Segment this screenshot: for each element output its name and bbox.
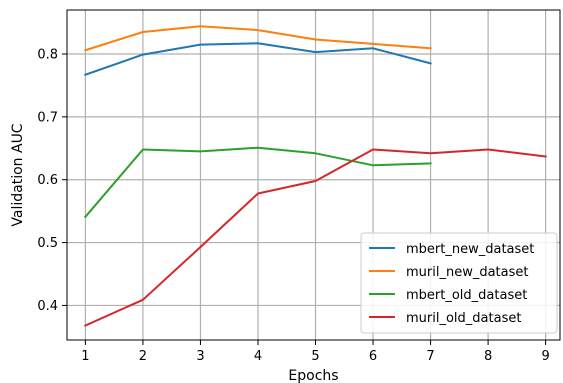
legend-label: muril_new_dataset xyxy=(406,265,529,280)
series-line-muril-new-dataset xyxy=(84,25,432,52)
x-tick-label: 1 xyxy=(81,349,89,364)
x-tick-label: 9 xyxy=(541,349,549,364)
plot-frame xyxy=(66,9,561,341)
series-line-mbert-new-dataset xyxy=(84,42,432,76)
y-axis-label: Validation AUC xyxy=(10,123,26,226)
y-tick-label: 0.5 xyxy=(37,236,58,251)
x-tick-label: 3 xyxy=(196,349,204,364)
y-tick-label: 0.6 xyxy=(37,173,58,188)
x-tick-label: 2 xyxy=(139,349,147,364)
y-tick-label: 0.4 xyxy=(37,299,58,314)
legend: mbert_new_dataset muril_new_dataset mbert_… xyxy=(360,232,558,334)
x-tick-label: 4 xyxy=(254,349,262,364)
y-tick-label: 0.8 xyxy=(37,48,58,63)
x-tick-label: 5 xyxy=(311,349,319,364)
legend-box xyxy=(360,232,558,334)
x-axis-label: Epochs xyxy=(288,368,338,383)
x-tick-label: 6 xyxy=(369,349,377,364)
legend-label: mbert_old_dataset xyxy=(406,288,527,303)
legend-label: muril_old_dataset xyxy=(406,311,521,326)
x-tick-label: 8 xyxy=(484,349,492,364)
grid xyxy=(67,10,560,340)
series-line-mbert-old-dataset xyxy=(83,146,432,219)
y-tick-label: 0.7 xyxy=(37,110,58,125)
series-lines xyxy=(83,25,547,327)
legend-label: mbert_new_dataset xyxy=(406,242,534,257)
y-axis-ticks: 0.4 0.5 0.6 0.7 0.8 xyxy=(37,48,67,314)
series-line-muril-old-dataset xyxy=(84,148,547,327)
x-tick-label: 7 xyxy=(426,349,434,364)
x-axis-ticks: 1 2 3 4 5 6 7 8 9 xyxy=(81,340,550,364)
